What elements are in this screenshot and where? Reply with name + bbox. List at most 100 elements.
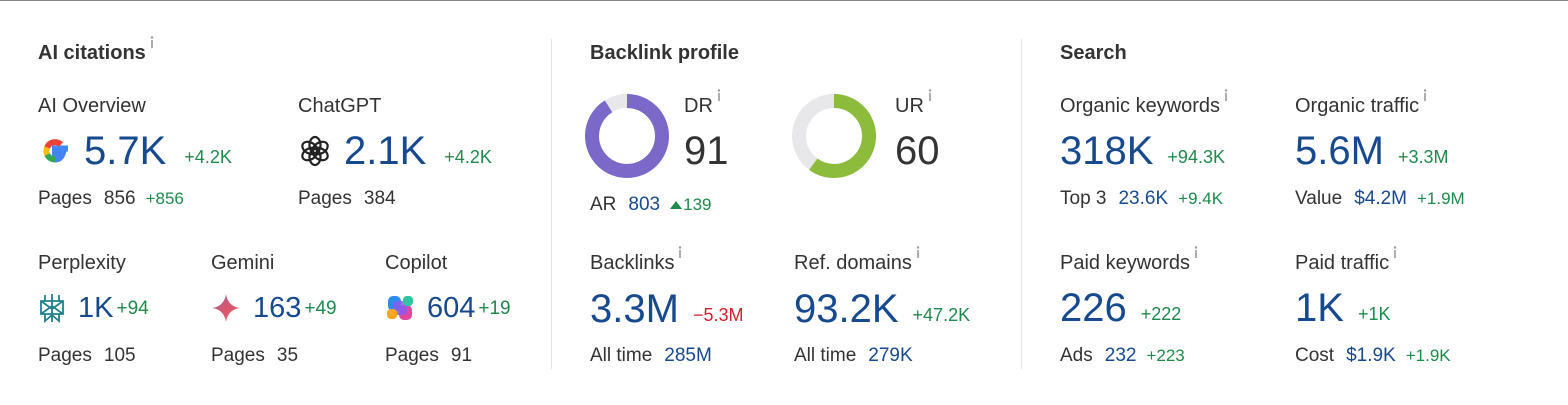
gemini-icon bbox=[212, 294, 240, 322]
metric-value: 604 bbox=[427, 292, 476, 324]
value-row: 226 +222 bbox=[1060, 285, 1199, 331]
metric-change: +49 bbox=[304, 298, 337, 319]
pages-label: Pages bbox=[298, 188, 352, 209]
donut-arc bbox=[792, 94, 876, 178]
metric-change: +47.2K bbox=[912, 304, 971, 325]
pages-value: 91 bbox=[450, 345, 473, 366]
label-text: Backlinks bbox=[590, 252, 675, 274]
metric-change: +4.2K bbox=[444, 146, 492, 167]
value-row: 1K +94 bbox=[38, 285, 149, 331]
metric-chatgpt: ChatGPT 2.1K +4.2K Pages 384 bbox=[298, 93, 492, 211]
metric-value: 3.3M bbox=[590, 287, 679, 331]
metric-label: DR bbox=[684, 93, 729, 119]
metric-value: 1K bbox=[1295, 286, 1344, 330]
sub-label: All time bbox=[590, 345, 653, 366]
ar-label: AR bbox=[590, 194, 617, 215]
search-metric: Paid traffic 1K +1K Cost $1.9K +1.9K bbox=[1295, 250, 1451, 368]
metric-copilot: Copilot 604 +19 Pages 91 bbox=[385, 250, 511, 368]
info-icon[interactable] bbox=[1422, 89, 1428, 101]
metric-backlinks: Backlinks 3.3M −5.3M All time 285M bbox=[590, 250, 743, 368]
label-text: Organic keywords bbox=[1060, 95, 1221, 117]
google-icon bbox=[43, 139, 68, 163]
ar-value: 803 bbox=[628, 194, 661, 215]
pages-label: Pages bbox=[385, 345, 439, 366]
metric-label: Paid traffic bbox=[1295, 250, 1451, 276]
sub-row: Ads 232 +223 bbox=[1060, 344, 1199, 368]
metric-value: 5.7K bbox=[84, 129, 167, 173]
metric-value: 226 bbox=[1060, 286, 1127, 330]
value-row: 5.7K +4.2K bbox=[38, 128, 232, 174]
ar-change: 139 bbox=[683, 195, 712, 214]
sub-label: All time bbox=[794, 345, 857, 366]
metric-change: +4.2K bbox=[184, 146, 232, 167]
metric-label: Gemini bbox=[211, 252, 275, 274]
title-text: Search bbox=[1060, 42, 1127, 64]
copilot-icon bbox=[387, 296, 413, 320]
label-text: DR bbox=[684, 95, 713, 117]
metric-ai-overview: AI Overview 5.7K +4.2K Pages 856 +856 bbox=[38, 93, 232, 211]
info-icon[interactable] bbox=[915, 246, 921, 258]
search-metric: Paid keywords 226 +222 Ads 232 +223 bbox=[1060, 250, 1199, 368]
metric-change: +94.3K bbox=[1167, 146, 1225, 167]
info-icon[interactable] bbox=[1392, 246, 1398, 258]
sub-change: +1.9K bbox=[1405, 346, 1451, 365]
value-row: 163 +49 bbox=[211, 285, 337, 331]
donut-charts bbox=[585, 94, 876, 178]
sub-row: Top 3 23.6K +9.4K bbox=[1060, 187, 1229, 211]
info-icon[interactable] bbox=[677, 246, 683, 258]
section-title: AI citations bbox=[38, 40, 155, 66]
metric-change: +19 bbox=[478, 298, 511, 319]
sub-value: 279K bbox=[868, 345, 913, 366]
info-icon[interactable] bbox=[149, 36, 155, 48]
ar-row: AR 803 139 bbox=[590, 193, 711, 217]
metric-label: Ref. domains bbox=[794, 250, 970, 276]
label-text: Paid traffic bbox=[1295, 252, 1390, 274]
label-text: UR bbox=[895, 95, 924, 117]
divider bbox=[551, 39, 552, 369]
search-metric: Organic keywords 318K +94.3K Top 3 23.6K +9… bbox=[1060, 93, 1229, 211]
sub-change: +1.9M bbox=[1417, 189, 1465, 208]
value-row: 318K +94.3K bbox=[1060, 128, 1229, 174]
metric-label: Copilot bbox=[385, 252, 448, 274]
metric-gemini: Gemini 163 +49 Pages 35 bbox=[211, 250, 337, 368]
value-row: 91 bbox=[684, 128, 729, 174]
metric-label: UR bbox=[895, 93, 940, 119]
sub-change: +9.4K bbox=[1178, 189, 1224, 208]
value-row: 604 +19 bbox=[385, 285, 511, 331]
value-row: 2.1K +4.2K bbox=[298, 128, 492, 174]
info-icon[interactable] bbox=[927, 89, 933, 101]
pages-value: 856 bbox=[103, 188, 136, 209]
label-text: Organic traffic bbox=[1295, 95, 1420, 117]
metric-label: AI Overview bbox=[38, 95, 146, 117]
sub-label: Cost bbox=[1295, 345, 1335, 366]
sub-value: 285M bbox=[664, 345, 712, 366]
value-row: 1K +1K bbox=[1295, 285, 1451, 331]
title-text: Backlink profile bbox=[590, 42, 739, 64]
metric-label: Organic keywords bbox=[1060, 93, 1229, 119]
up-arrow bbox=[670, 201, 683, 209]
metric-perplexity: Perplexity 1K +94 Pages 105 bbox=[38, 250, 149, 368]
metric-label: Backlinks bbox=[590, 250, 743, 276]
pages-value: 384 bbox=[363, 188, 396, 209]
metric-value: 163 bbox=[253, 292, 302, 324]
metric-value: 318K bbox=[1060, 129, 1154, 173]
info-icon[interactable] bbox=[1193, 246, 1199, 258]
metric-change: +222 bbox=[1140, 303, 1182, 324]
search-metric: Organic traffic 5.6M +3.3M Value $4.2M +1.9… bbox=[1295, 93, 1465, 211]
label-text: Ref. domains bbox=[794, 252, 912, 274]
sub-value: 232 bbox=[1104, 345, 1137, 366]
metric-dr: DR 91 bbox=[684, 93, 729, 174]
metric-change: −5.3M bbox=[692, 304, 744, 325]
sub-value: $1.9K bbox=[1346, 345, 1396, 366]
section-title: Search bbox=[1060, 40, 1127, 66]
metric-label: Paid keywords bbox=[1060, 250, 1199, 276]
info-icon[interactable] bbox=[716, 89, 722, 101]
metric-ur: UR 60 bbox=[895, 93, 940, 174]
metric-ref-domains: Ref. domains 93.2K +47.2K All time 279K bbox=[794, 250, 970, 368]
metric-label: ChatGPT bbox=[298, 95, 382, 117]
pages-row: Pages 35 bbox=[211, 344, 337, 368]
sub-value: 23.6K bbox=[1118, 188, 1169, 209]
title-text: AI citations bbox=[38, 42, 146, 64]
info-icon[interactable] bbox=[1223, 89, 1229, 101]
pages-row: Pages 105 bbox=[38, 344, 149, 368]
